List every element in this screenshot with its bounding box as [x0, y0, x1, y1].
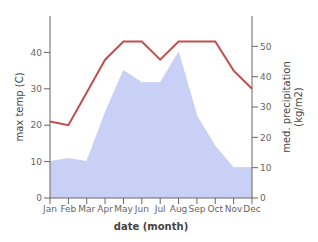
svg-text:50: 50: [260, 42, 272, 52]
svg-text:10: 10: [31, 157, 43, 167]
svg-text:20: 20: [31, 120, 43, 130]
svg-text:date (month): date (month): [114, 221, 188, 232]
svg-text:Nov: Nov: [225, 204, 243, 214]
svg-text:max temp (C): max temp (C): [14, 72, 25, 141]
svg-text:40: 40: [31, 48, 43, 58]
svg-text:30: 30: [31, 84, 43, 94]
svg-text:0: 0: [260, 193, 266, 203]
svg-text:10: 10: [260, 163, 272, 173]
svg-text:med. precipitation(kg/m2): med. precipitation(kg/m2): [281, 61, 304, 153]
svg-text:30: 30: [260, 102, 272, 112]
svg-text:40: 40: [260, 72, 272, 82]
svg-text:0: 0: [36, 193, 42, 203]
svg-text:Apr: Apr: [97, 204, 113, 214]
svg-text:Sep: Sep: [188, 204, 205, 214]
svg-text:Feb: Feb: [60, 204, 76, 214]
svg-text:20: 20: [260, 133, 272, 143]
svg-text:Jul: Jul: [154, 204, 166, 214]
svg-text:Oct: Oct: [207, 204, 223, 214]
svg-text:Jun: Jun: [134, 204, 149, 214]
svg-text:May: May: [114, 204, 133, 214]
svg-text:Dec: Dec: [243, 204, 260, 214]
svg-text:Jan: Jan: [42, 204, 57, 214]
svg-text:Mar: Mar: [78, 204, 95, 214]
svg-text:Aug: Aug: [170, 204, 188, 214]
